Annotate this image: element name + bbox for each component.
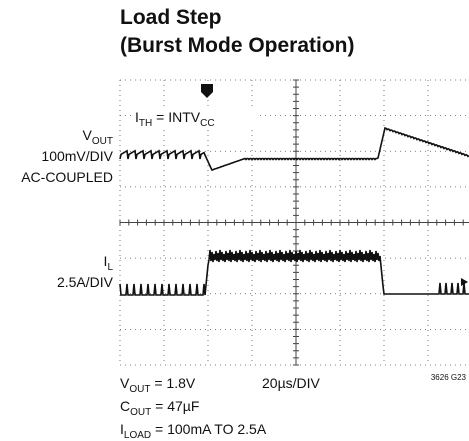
il-scale: 2.5A/DIV [57, 274, 114, 290]
scope-screen [119, 79, 469, 366]
vout-trace [119, 126, 469, 171]
il-trace [119, 249, 469, 296]
figure-id: 3626 G23 [431, 373, 467, 382]
footer-cout: COUT = 47µF [120, 398, 199, 418]
note-bg [132, 106, 260, 128]
title-line: Load Step [120, 6, 222, 29]
level-marker [461, 278, 468, 286]
vout-label: VOUT [83, 127, 113, 147]
vout-coupling: AC-COUPLED [21, 169, 113, 185]
trigger-marker [201, 84, 213, 98]
footer-timebase: 20µs/DIV [262, 375, 321, 391]
title-line: (Burst Mode Operation) [120, 34, 355, 57]
footer-iload: ILOAD = 100mA TO 2.5A [120, 421, 267, 441]
il-label: IL [104, 253, 114, 273]
footer-vout: VOUT = 1.8V [120, 375, 196, 395]
vout-scale: 100mV/DIV [41, 148, 113, 164]
ith-note: ITH = INTVCC [135, 109, 215, 129]
